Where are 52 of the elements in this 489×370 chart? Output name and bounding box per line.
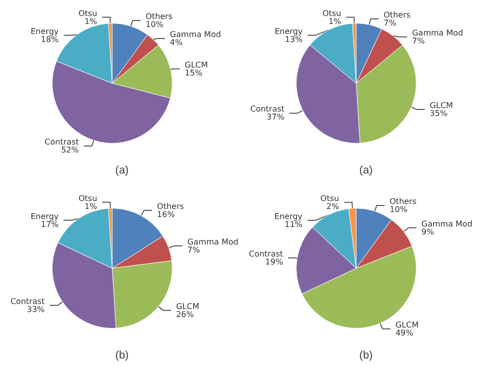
slice-label: GLCM xyxy=(430,100,454,110)
data-label: 7% xyxy=(412,36,426,46)
data-label: 10% xyxy=(146,20,164,29)
slice-label: Energy xyxy=(274,212,303,221)
slice-label: Otsu xyxy=(322,8,342,18)
data-label: 35% xyxy=(430,108,448,118)
text: (b) xyxy=(359,350,373,362)
data-label: 13% xyxy=(284,34,304,44)
data-label: 11% xyxy=(284,220,303,229)
slice-label: Contrast xyxy=(248,249,284,258)
data-label: 1% xyxy=(328,16,342,26)
slice-label: Others xyxy=(157,202,184,211)
slice-label: Energy xyxy=(30,212,59,221)
data-label: 9% xyxy=(421,227,434,236)
data-label: 26% xyxy=(176,310,194,319)
data-label: 19% xyxy=(265,257,284,266)
slice-label: Gamma Mod xyxy=(421,219,472,228)
slice-label: GLCM xyxy=(395,320,419,330)
slice-label: GLCM xyxy=(176,302,200,311)
slice-label: Gamma Mod xyxy=(187,237,238,246)
slice-label: Contrast xyxy=(44,138,79,147)
slice-label: Otsu xyxy=(78,8,98,18)
data-label: 17% xyxy=(40,220,60,229)
slice-label: Others xyxy=(384,10,411,20)
text: (a) xyxy=(359,164,373,176)
data-label: 33% xyxy=(26,304,46,314)
data-label: 7% xyxy=(384,18,397,28)
slice-label: GLCM xyxy=(184,60,208,70)
slice-label: Contrast xyxy=(250,104,284,114)
data-label: 18% xyxy=(40,34,60,44)
data-label: 2% xyxy=(326,202,340,211)
data-label: 52% xyxy=(61,146,80,155)
data-label: 49% xyxy=(395,328,414,338)
data-label: 7% xyxy=(187,245,200,254)
slice-label: Others xyxy=(146,12,173,21)
data-label: 15% xyxy=(184,68,203,78)
data-label: 37% xyxy=(266,112,285,122)
slice-label: Energy xyxy=(274,26,303,36)
text: (a) xyxy=(115,164,129,176)
data-label: 1% xyxy=(84,202,98,211)
slice-label: Otsu xyxy=(78,194,98,203)
slice-label: Contrast xyxy=(10,296,45,306)
data-label: 1% xyxy=(84,16,98,26)
slice-label: Energy xyxy=(30,26,59,36)
slice-label: Gamma Mod xyxy=(412,28,464,38)
slice-label: Otsu xyxy=(320,194,340,203)
slice-label: Others xyxy=(390,196,417,206)
slice-label: Gamma Mod xyxy=(170,30,221,39)
data-label: 10% xyxy=(390,204,408,214)
text: (b) xyxy=(115,350,129,362)
data-label: 4% xyxy=(170,38,184,47)
data-label: 16% xyxy=(157,210,176,219)
